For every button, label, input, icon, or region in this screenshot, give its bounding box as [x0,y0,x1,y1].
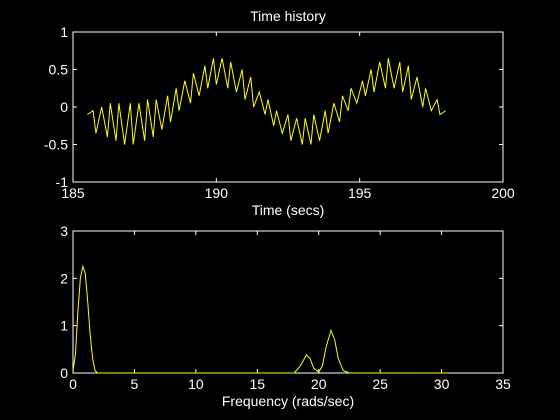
chart-1-y-tick-label: 2 [60,270,68,286]
chart-1-x-tick-label: 0 [69,376,77,392]
chart-1-series-line [72,264,448,374]
chart-0-y-tick-label: -0.5 [44,137,68,153]
chart-1-x-tick-label: 5 [131,376,139,392]
chart-0-series-line [87,58,446,145]
chart-1-x-tick-label: 10 [188,376,204,392]
chart-0-x-tick-label: 185 [61,185,85,201]
chart-0-title: Time history [250,8,326,24]
chart-0-x-tick-label: 195 [348,185,372,201]
chart-0-x-axis-label: Time (secs) [252,202,325,218]
chart-1-x-tick-label: 35 [495,376,511,392]
chart-1-x-tick-label: 15 [249,376,265,392]
chart-0-y-tick-label: 0 [60,99,68,115]
chart-0-x-tick-label: 200 [491,185,515,201]
chart-1-axes-frame [72,230,504,374]
chart-1-y-tick-label: 0 [60,365,68,381]
time-history-chart: 185 190 195 200 -1 -0.5 0 0.5 1 Time history Time … [44,8,515,218]
chart-1-x-tick-label: 30 [434,376,450,392]
chart-1-y-tick-label: 1 [60,318,68,334]
chart-1-y-tick-label: 3 [60,223,68,239]
chart-0-x-tick-label: 190 [205,185,229,201]
chart-1-x-axis-label: Frequency (rads/sec) [222,393,354,409]
frequency-chart: 0 5 10 15 20 25 30 35 0 1 2 3 Frequency (rads/sec) [60,223,511,409]
chart-0-y-tick-label: -1 [56,174,69,190]
chart-1-x-tick-label: 25 [372,376,388,392]
chart-0-y-tick-label: 1 [60,24,68,40]
chart-1-x-tick-label: 20 [311,376,327,392]
chart-0-y-tick-label: 0.5 [49,62,69,78]
